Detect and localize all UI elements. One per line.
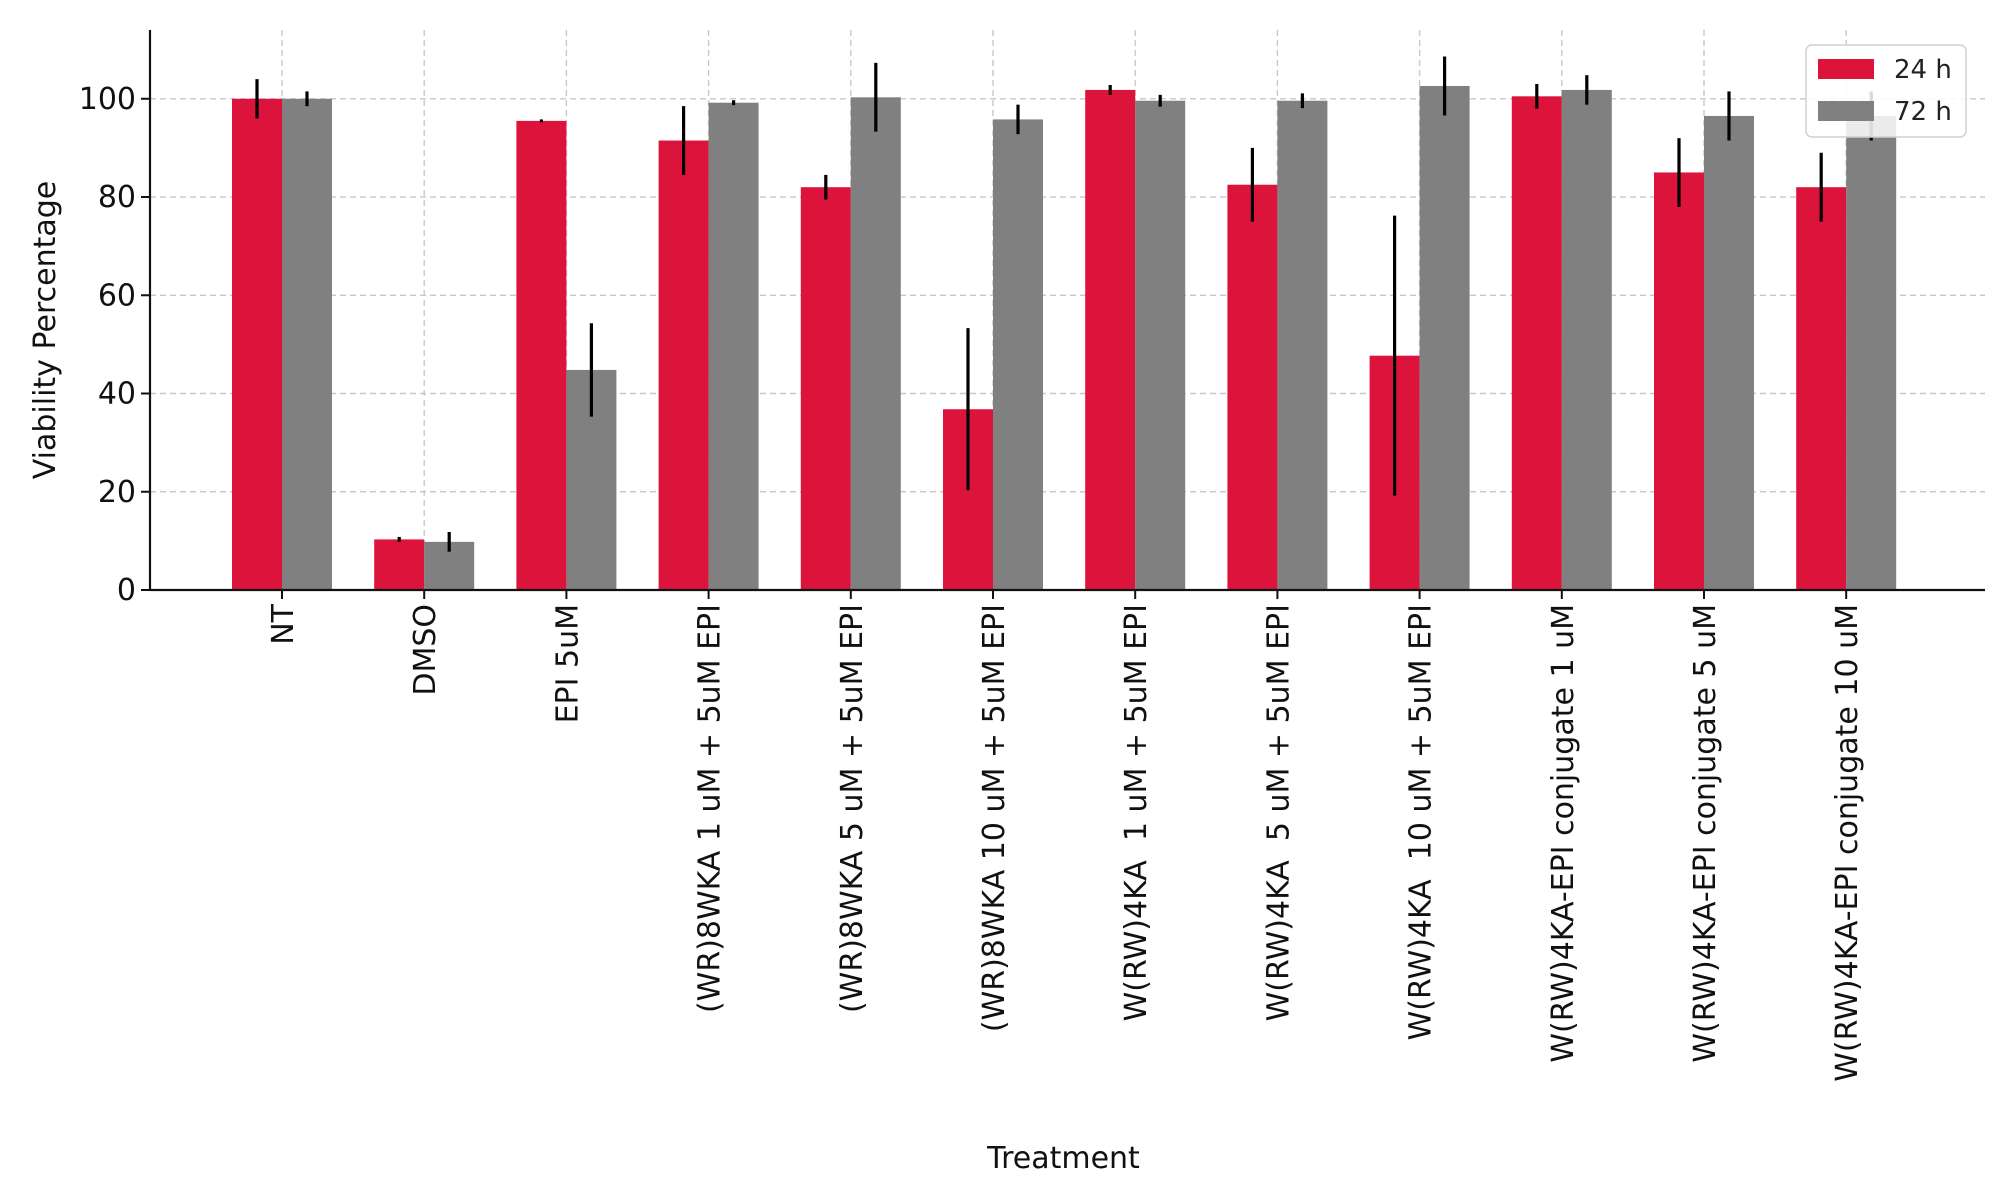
axes-layer <box>141 30 1985 599</box>
bar-72h <box>1277 100 1328 590</box>
bar-24h <box>232 98 282 591</box>
x-tick-label: NT <box>266 603 301 644</box>
bar-24h <box>1796 187 1847 590</box>
x-tick-label: W(RW)4KA-EPI conjugate 1 uM <box>1546 604 1581 1063</box>
x-tick-label: W(RW)4KA-EPI conjugate 5 uM <box>1688 604 1723 1063</box>
y-tick-label: 0 <box>117 573 136 608</box>
bar-24h <box>658 140 709 591</box>
bar-72h <box>282 98 332 591</box>
x-tick-label: (WR)8WKA 5 uM + 5uM EPI <box>835 604 870 1013</box>
bar-24h <box>800 187 851 590</box>
x-tick-label: W(RW)4KA 10 uM + 5uM EPI <box>1404 604 1439 1040</box>
x-tick-label: W(RW)4KA 5 uM + 5uM EPI <box>1261 604 1296 1021</box>
y-tick-label: 80 <box>98 180 136 215</box>
x-tick-label: DMSO <box>408 604 443 696</box>
x-tick-label: W(RW)4KA 1 uM + 5uM EPI <box>1119 604 1154 1021</box>
legend-label: 24 h <box>1894 55 1952 85</box>
y-axis-title: Viability Percentage <box>28 181 63 479</box>
bar-72h <box>1846 115 1897 591</box>
bars-layer <box>232 56 1897 591</box>
bar-24h <box>1085 89 1136 591</box>
x-tick-label: (WR)8WKA 10 uM + 5uM EPI <box>977 604 1012 1032</box>
bar-24h <box>516 120 567 590</box>
x-tick-label: (WR)8WKA 1 uM + 5uM EPI <box>693 604 728 1013</box>
x-tick-label: EPI 5uM <box>550 604 585 723</box>
y-tick-label: 100 <box>79 82 136 117</box>
bar-72h <box>1419 86 1470 590</box>
x-axis-title: Treatment <box>986 1141 1140 1176</box>
bar-24h <box>1654 172 1704 590</box>
legend-label: 72 h <box>1894 97 1952 127</box>
bar-72h <box>1704 115 1754 591</box>
y-tick-label: 60 <box>98 278 136 313</box>
legend: 24 h 72 h <box>1805 44 1967 138</box>
bar-72h <box>850 97 901 590</box>
y-tick-label: 20 <box>98 475 136 510</box>
legend-swatch <box>1818 101 1874 121</box>
bar-72h <box>1135 100 1186 590</box>
x-tick-label: W(RW)4KA-EPI conjugate 10 uM <box>1830 604 1865 1082</box>
labels-layer: 0 20 40 60 80 100 NT DMSO EPI 5uM (WR)8WKA 1 uM +… <box>79 82 1865 1082</box>
bar-24h <box>1511 96 1562 590</box>
bar-72h <box>708 102 759 590</box>
bar-24h <box>1227 184 1278 590</box>
bar-72h <box>1561 89 1612 591</box>
bar-72h <box>993 119 1043 591</box>
legend-swatch <box>1818 59 1874 79</box>
y-tick-label: 40 <box>98 377 136 412</box>
bar-24h <box>374 539 425 590</box>
